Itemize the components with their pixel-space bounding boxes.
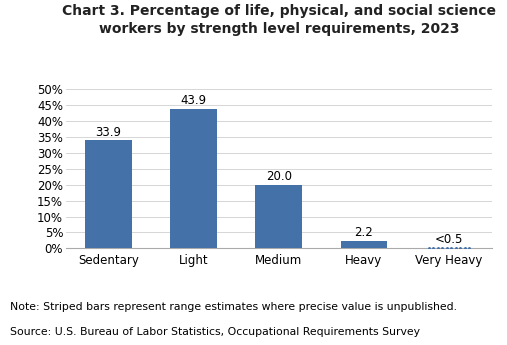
Bar: [341, 241, 387, 248]
Text: 20.0: 20.0: [266, 170, 292, 183]
Text: 33.9: 33.9: [96, 126, 122, 139]
Text: Chart 3. Percentage of life, physical, and social science
workers by strength le: Chart 3. Percentage of life, physical, a…: [62, 4, 496, 36]
Bar: [170, 109, 217, 248]
Text: 43.9: 43.9: [180, 94, 207, 107]
Text: Note: Striped bars represent range estimates where precise value is unpublished.: Note: Striped bars represent range estim…: [10, 303, 457, 313]
Bar: [256, 185, 302, 248]
Text: 2.2: 2.2: [354, 226, 373, 239]
Text: Source: U.S. Bureau of Labor Statistics, Occupational Requirements Survey: Source: U.S. Bureau of Labor Statistics,…: [10, 327, 420, 337]
Text: <0.5: <0.5: [435, 233, 463, 246]
Bar: [85, 140, 132, 248]
Bar: [426, 247, 473, 248]
